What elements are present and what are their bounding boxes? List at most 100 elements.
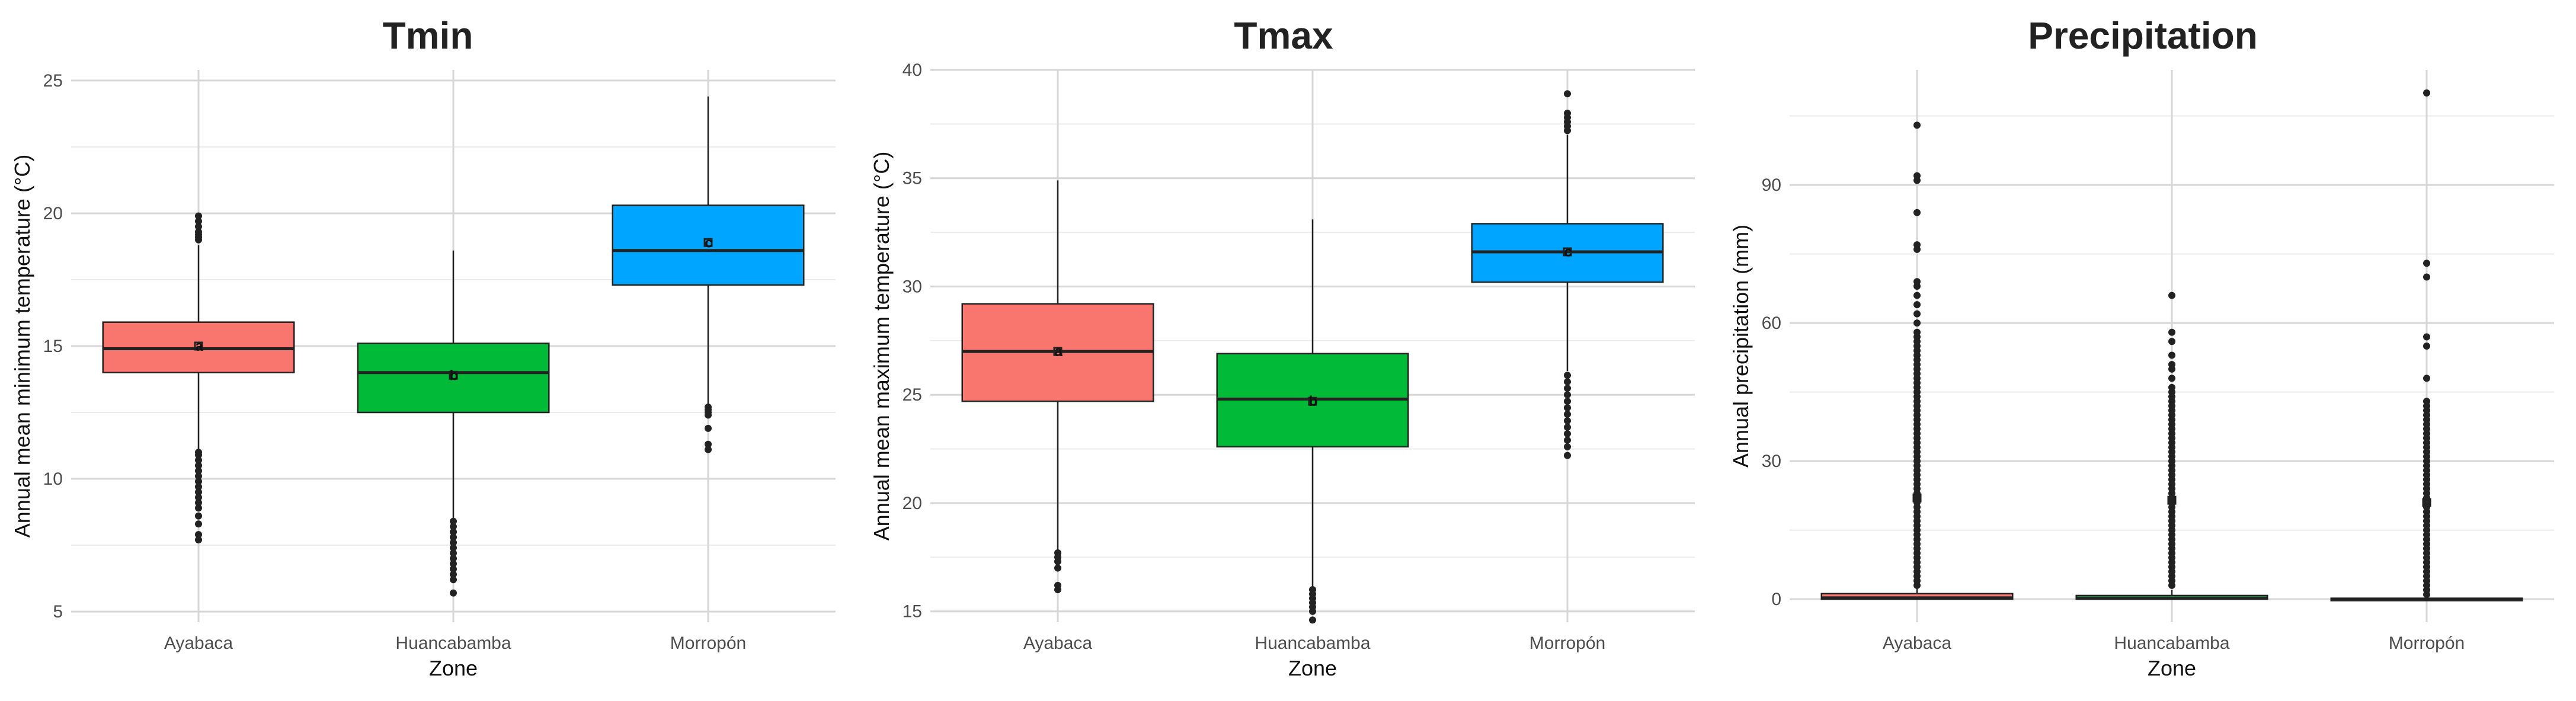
outlier-point xyxy=(195,488,202,496)
outlier-point xyxy=(1913,283,1921,290)
y-tick-label: 35 xyxy=(903,169,922,188)
box-body xyxy=(612,204,805,286)
outlier-point xyxy=(2423,89,2430,97)
mean-marker xyxy=(1053,347,1063,356)
mean-marker xyxy=(1912,493,1922,502)
outlier-point xyxy=(195,462,202,469)
outlier-point xyxy=(195,478,202,485)
outlier-point xyxy=(195,483,202,491)
group-letter: a xyxy=(1054,344,1063,360)
group-letter: c xyxy=(705,235,712,251)
outlier-point xyxy=(195,212,202,220)
outlier-point xyxy=(195,217,202,225)
outlier-point xyxy=(705,440,712,448)
x-tick-label: Morropón xyxy=(670,633,746,653)
box-huancabamba xyxy=(2075,292,2268,600)
outlier-point xyxy=(2423,333,2430,341)
outlier-point xyxy=(195,520,202,528)
outlier-point xyxy=(450,549,457,557)
outlier-point xyxy=(1564,443,1571,450)
outlier-point xyxy=(705,446,712,453)
box-huancabamba: b xyxy=(357,250,550,597)
mean-marker xyxy=(449,370,458,380)
outlier-point xyxy=(1564,417,1571,425)
outlier-point xyxy=(195,456,202,464)
group-letter: c xyxy=(1564,244,1572,260)
y-tick-label: 30 xyxy=(903,277,922,296)
outlier-point xyxy=(450,528,457,536)
outlier-point xyxy=(705,411,712,419)
outlier-point xyxy=(195,236,202,244)
mean-marker xyxy=(2167,495,2177,505)
y-tick-label: 10 xyxy=(43,469,63,489)
y-tick-label: 25 xyxy=(43,71,63,91)
y-tick-label: 15 xyxy=(903,602,922,622)
outlier-point xyxy=(2168,374,2175,382)
outlier-point xyxy=(2168,292,2175,299)
box-morropón: c xyxy=(612,96,805,453)
x-tick-label: Morropón xyxy=(2389,633,2465,653)
y-axis-label: Annual precipitation (mm) xyxy=(1729,225,1753,468)
x-tick-label: Huancabamba xyxy=(395,633,511,653)
outlier-point xyxy=(195,504,202,512)
outlier-point xyxy=(450,560,457,568)
outlier-point xyxy=(1913,121,1921,129)
y-tick-label: 20 xyxy=(903,494,922,513)
outlier-point xyxy=(1913,581,1921,589)
outlier-point xyxy=(1564,436,1571,444)
mean-marker xyxy=(703,238,713,247)
outlier-point xyxy=(1054,564,1061,572)
outlier-point xyxy=(195,451,202,459)
outlier-point xyxy=(1564,127,1571,135)
outlier-point xyxy=(195,512,202,520)
outlier-point xyxy=(450,589,457,597)
outlier-point xyxy=(1564,452,1571,459)
mean-marker xyxy=(194,341,203,351)
outlier-point xyxy=(1913,310,1921,318)
outlier-point xyxy=(1564,430,1571,438)
outlier-point xyxy=(195,531,202,539)
outlier-point xyxy=(1564,90,1571,98)
outlier-point xyxy=(1054,586,1061,594)
chart-title: Precipitation xyxy=(2028,14,2258,57)
outlier-point xyxy=(1309,607,1316,615)
outlier-point xyxy=(1564,424,1571,431)
x-tick-label: Ayabaca xyxy=(1023,633,1093,653)
outlier-point xyxy=(450,539,457,546)
chart-title: Tmax xyxy=(1234,14,1333,57)
box-morropón: c xyxy=(1471,90,1664,459)
outlier-point xyxy=(195,472,202,480)
outlier-point xyxy=(1564,398,1571,405)
box-ayabaca: a xyxy=(961,180,1154,594)
box-morropón xyxy=(2330,89,2523,601)
y-tick-label: 5 xyxy=(53,602,63,622)
mean-marker xyxy=(2422,498,2431,507)
chart-panel-tmax: 15 20 25 30 35 40 a Ayabaca b Huancabamba c Morropó… xyxy=(869,14,1695,680)
outlier-point xyxy=(1913,292,1921,299)
mean-marker xyxy=(1308,396,1317,406)
y-axis-label: Annual mean minimum temperature (°C) xyxy=(10,155,34,538)
outlier-point xyxy=(1913,319,1921,327)
chart-panel-precipitation: 0 30 60 90 Ayabaca Huancabamba Morropón Precipi… xyxy=(1729,14,2554,680)
outlier-point xyxy=(195,467,202,475)
outlier-point xyxy=(1564,385,1571,392)
outlier-point xyxy=(450,517,457,525)
x-tick-label: Huancabamba xyxy=(2114,633,2229,653)
box-ayabaca xyxy=(1820,121,2014,600)
group-letter: b xyxy=(450,367,459,383)
outlier-point xyxy=(2168,581,2175,589)
y-tick-label: 40 xyxy=(903,60,922,80)
outlier-point xyxy=(450,565,457,573)
box-huancabamba: b xyxy=(1216,219,1409,624)
x-axis-label: Zone xyxy=(2148,656,2196,680)
outlier-point xyxy=(450,533,457,541)
chart-panel-tmin: 5 10 15 20 25 a Ayabaca b Huancabamba c Morropón Tm… xyxy=(10,14,836,680)
outlier-point xyxy=(2168,338,2175,345)
outlier-point xyxy=(2168,328,2175,336)
outlier-point xyxy=(1564,378,1571,386)
outlier-point xyxy=(1564,411,1571,418)
outlier-point xyxy=(1913,245,1921,253)
outlier-point xyxy=(450,544,457,552)
outlier-point xyxy=(2168,351,2175,359)
